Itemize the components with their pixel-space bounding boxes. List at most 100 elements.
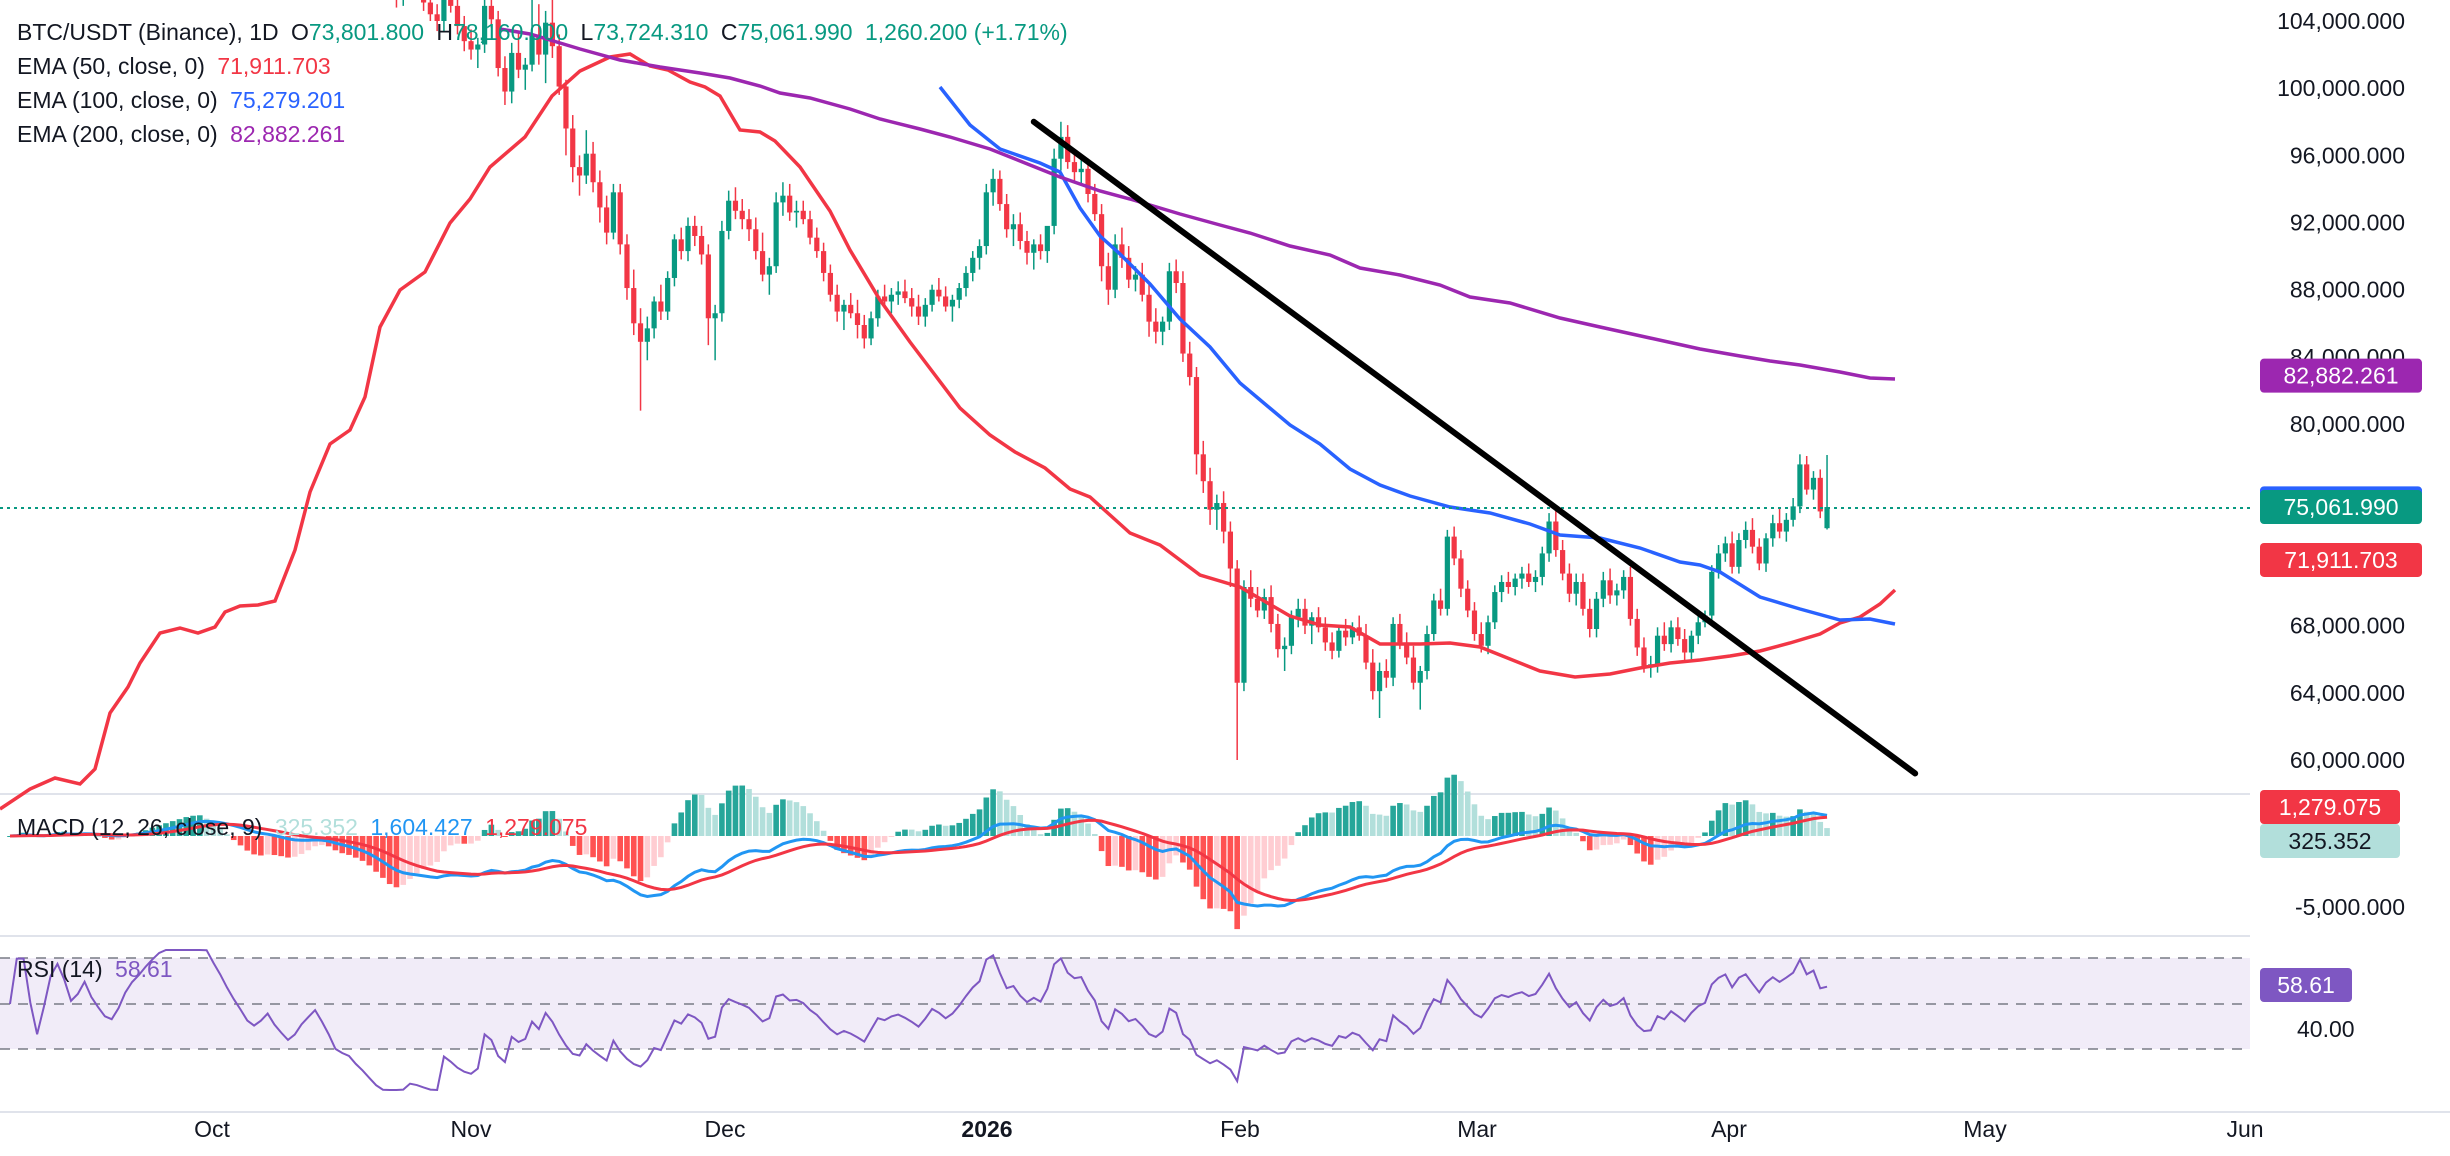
macd-histogram-bar [583, 836, 590, 855]
candle [1688, 630, 1695, 660]
macd-histogram-bar [237, 836, 244, 846]
macd-histogram-bar [1173, 836, 1179, 856]
macd-histogram-bar [746, 788, 752, 836]
candle [1390, 617, 1396, 687]
price-tick-label: 64,000.000 [2290, 680, 2405, 706]
candle [658, 284, 664, 320]
candle [1241, 580, 1247, 692]
candle [780, 182, 786, 216]
candle [665, 271, 671, 320]
candle [1810, 471, 1817, 500]
macd-histogram-bar [922, 829, 929, 836]
symbol-title[interactable]: BTC/USDT (Binance), 1D [17, 19, 279, 45]
candle [1119, 227, 1125, 268]
candle [549, 0, 555, 58]
candle [482, 0, 488, 53]
macd-histogram-bar [1390, 805, 1396, 836]
symbol-legend: BTC/USDT (Binance), 1D O73,801.800 H78,1… [17, 15, 1074, 49]
candle [712, 304, 718, 361]
candle [1695, 615, 1701, 645]
candle [888, 288, 894, 314]
candle [1282, 637, 1288, 671]
macd-histogram-bar [563, 831, 569, 836]
macd-histogram-bar [929, 825, 935, 836]
macd-histogram-bar [949, 825, 956, 836]
macd-value: 1,604.427 [370, 814, 473, 840]
candle [983, 183, 989, 255]
price-badge [2260, 358, 2422, 393]
macd-histogram-bar [366, 836, 373, 866]
candle [1058, 121, 1064, 171]
candle [1085, 158, 1091, 203]
ema200-line[interactable] [499, 27, 1896, 381]
ema100-legend[interactable]: EMA (100, close, 0) 75,279.201 [17, 83, 351, 117]
candle [475, 37, 481, 69]
candle [1404, 632, 1410, 665]
macd-histogram-bar [529, 820, 535, 836]
candle [1817, 469, 1823, 519]
candle [1275, 613, 1281, 658]
candle [1485, 615, 1491, 655]
rsi-line [9, 949, 1828, 1092]
candle [434, 4, 440, 32]
macd-axis: -5,000.000 1,279.075 325.352 [2260, 790, 2405, 920]
macd-histogram-bar [1722, 803, 1729, 836]
candle [1315, 607, 1322, 633]
macd-histogram-bar [1641, 836, 1647, 862]
candle [1139, 262, 1145, 302]
macd-histogram-bar [203, 818, 210, 836]
candle [1675, 617, 1681, 646]
price-badge-text: 82,882.261 [2283, 363, 2398, 389]
macd-histogram-bar [637, 836, 644, 882]
macd-histogram-bar [908, 829, 915, 836]
rsi-badge-text: 58.61 [2277, 972, 2335, 998]
macd-histogram-bar [1186, 836, 1193, 870]
candle [1004, 193, 1010, 238]
macd-histogram-bar [1397, 803, 1403, 836]
candle [698, 225, 705, 265]
macd-histogram-bar [875, 836, 881, 848]
candle [1709, 565, 1715, 623]
candle [1444, 529, 1450, 616]
candle [949, 294, 956, 322]
candle [1580, 573, 1586, 616]
candle [1573, 573, 1579, 606]
macd-histogram-bar [414, 836, 420, 874]
macd-histogram-bar [271, 836, 278, 856]
macd-histogram-bar [915, 831, 922, 836]
macd-histogram-bar [1519, 811, 1525, 836]
close-label: C [720, 19, 738, 45]
candle [1763, 533, 1769, 572]
ema50-legend[interactable]: EMA (50, close, 0) 71,911.703 [17, 49, 337, 83]
ema200-legend[interactable]: EMA (200, close, 0) 82,882.261 [17, 117, 351, 151]
macd-histogram-bar [230, 836, 237, 841]
ema100-line[interactable] [938, 85, 1896, 626]
macd-legend[interactable]: MACD (12, 26, close, 9) 325.352 1,604.42… [17, 810, 593, 844]
macd-histogram-bar [427, 836, 434, 866]
macd-histogram-bar [1295, 832, 1301, 836]
macd-histogram-bar [1003, 799, 1010, 836]
macd-histogram-bar [1824, 828, 1830, 836]
candle [1356, 615, 1362, 641]
candle [1607, 568, 1613, 604]
macd-histogram-bar [1532, 816, 1539, 836]
macd-histogram-bar [522, 828, 529, 836]
macd-histogram-bar [1030, 829, 1037, 836]
trendline[interactable] [1030, 118, 1919, 777]
candle [395, 0, 398, 8]
macd-histogram-bar [1193, 836, 1200, 887]
macd-histogram-bar [807, 813, 813, 836]
macd-histogram-bar [590, 836, 596, 858]
time-axis-label: Apr [1711, 1116, 1747, 1142]
macd-histogram-bar [868, 836, 874, 857]
macd-histogram-bar [1308, 817, 1315, 836]
ema50-line[interactable] [0, 52, 1897, 811]
macd-histogram-bar [536, 818, 542, 836]
macd-histogram-bar [1627, 836, 1634, 846]
macd-histogram-bar [732, 785, 739, 836]
candle [1621, 570, 1627, 599]
candle [692, 215, 698, 247]
macd-histogram-bar [278, 836, 284, 857]
rsi-legend[interactable]: RSI (14) 58.61 [17, 952, 179, 986]
